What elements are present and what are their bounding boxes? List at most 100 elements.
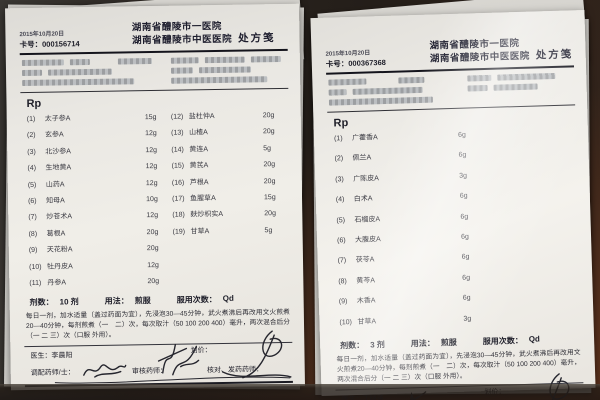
- medicine-number: (16): [171, 179, 185, 187]
- redacted-field: [117, 58, 152, 65]
- medicine-dose: 20g: [264, 210, 277, 218]
- medicine-name: 佩兰A: [352, 154, 372, 163]
- medicine-name: 广陈皮A: [353, 174, 380, 183]
- medicine-row: (4) 白术A 6g: [336, 190, 486, 204]
- medicine-dose: 6g: [460, 213, 469, 221]
- medicine-row: (3) 北沙参A 12g: [27, 145, 171, 157]
- redacted-field: [251, 55, 282, 63]
- medicine-dose: 6g: [462, 294, 471, 302]
- medicine-row: (9) 天花粉A 20g: [29, 243, 173, 255]
- usage-value: 煎服: [134, 296, 151, 306]
- medicine-row: (11) 丹参A 20g: [29, 276, 173, 288]
- redacted-field: [47, 68, 113, 76]
- card-number: 卡号：000367368: [326, 57, 430, 70]
- medicine-row: (1) 太子参A 15g: [27, 112, 171, 124]
- medicine-name: 麸炒枳实A: [190, 211, 224, 219]
- redacted-field: [496, 72, 555, 81]
- medicine-list-col1: (1) 太子参A 15g (2) 玄参A 12g (3) 北沙参A 12g (4…: [27, 112, 174, 295]
- medicine-dose: 12g: [145, 163, 158, 171]
- medicine-number: (13): [171, 129, 184, 138]
- medicine-number: (11): [29, 279, 42, 287]
- medicine-dose: 6g: [459, 192, 468, 200]
- medicine-number: (5): [27, 181, 37, 189]
- medicine-number: (18): [172, 211, 185, 220]
- medicine-dose: 12g: [145, 130, 157, 138]
- medicine-dose: 10g: [146, 195, 158, 204]
- medicine-number: (10): [29, 263, 42, 271]
- redacted-field: [171, 67, 194, 74]
- medicine-row: (1) 广藿香A 6g: [334, 129, 484, 143]
- medicine-number: (19): [172, 228, 186, 236]
- medicine-dose: 20g: [147, 277, 160, 286]
- medicine-list-col2: (12) 盐杜仲A 20g (13) 山楂A 20g (14) 黄连A 5g (…: [171, 110, 292, 292]
- decoction-instructions: 每日一剂，加水适量（盖过药面为宜），先浸泡30—45分钟，武火煮沸后再改用文火煎…: [23, 308, 293, 348]
- card-number-value: 000156714: [42, 39, 80, 49]
- medicine-row: (2) 佩兰A 6g: [334, 149, 484, 163]
- redacted-field: [398, 76, 425, 84]
- redacted-field: [205, 56, 246, 64]
- patient-info-redacted: [326, 67, 576, 113]
- medicine-dose: 12g: [146, 212, 159, 220]
- doctor-name: 李晨阳: [51, 352, 73, 361]
- redacted-field: [21, 69, 43, 77]
- medicine-name: 木香A: [356, 297, 376, 306]
- redacted-field: [69, 58, 90, 66]
- redacted-field: [22, 78, 135, 87]
- table-edge: [0, 384, 600, 400]
- medicine-row: (13) 山楂A 20g: [171, 126, 289, 138]
- medicine-name: 黄芪A: [189, 162, 209, 170]
- medicine-dose: 15g: [144, 113, 157, 122]
- medicine-name: 生地黄A: [45, 164, 72, 172]
- medicine-dose: 5g: [264, 226, 273, 235]
- medicine-name: 甘草A: [357, 317, 377, 326]
- medicine-dose: 20g: [262, 112, 275, 120]
- card-number: 卡号：000156714: [20, 39, 133, 51]
- prescription-right: 2015年10月20日 卡号：000367368 湖南省醴陵市一医院 湖南省醴陵…: [310, 10, 596, 400]
- medicine-name: 芦根A: [189, 178, 209, 186]
- medicine-dose: 20g: [146, 228, 159, 236]
- medicine-name: 炒苍术A: [46, 213, 73, 222]
- hospital-name-2: 湖南省醴陵市中医医院 处方笺: [132, 32, 276, 47]
- medicine-dose: 20g: [146, 245, 159, 253]
- medicine-name: 茯苓A: [355, 256, 375, 265]
- medicine-name: 玄参A: [44, 131, 64, 140]
- medicine-number: (5): [336, 216, 346, 225]
- medicine-name: 牡丹皮A: [47, 262, 73, 271]
- medicine-row: (10) 牡丹皮A 12g: [29, 259, 173, 271]
- medicine-number: (14): [171, 146, 184, 154]
- medicine-dose: 6g: [461, 253, 470, 262]
- dispenser-label: 调配药师/士：: [30, 369, 75, 378]
- card-number-label: 卡号：: [19, 39, 43, 50]
- medicine-name: 北沙参A: [45, 148, 72, 156]
- dispenser-signature: [83, 364, 127, 379]
- frequency-label: 服用次数：: [176, 295, 217, 305]
- redacted-field: [21, 59, 64, 67]
- medicine-number: (2): [26, 132, 36, 140]
- medicine-row: (10) 甘草A 3g: [339, 312, 489, 326]
- medicine-row: (16) 芦根A 20g: [172, 175, 290, 187]
- redacted-field: [171, 57, 200, 64]
- redacted-field: [352, 86, 423, 95]
- medicine-dose: 3g: [459, 172, 468, 180]
- medicine-name: 山楂A: [189, 129, 208, 137]
- medicine-name: 黄连A: [189, 145, 209, 154]
- reviewer-label: 审核药师：: [131, 368, 167, 376]
- medicine-number: (9): [338, 298, 348, 306]
- card-number-value: 000367368: [348, 58, 386, 69]
- patient-info-redacted: [19, 50, 289, 94]
- medicine-name: 大腹皮A: [354, 236, 381, 244]
- prescription-header: 2015年10月20日 卡号：000156714 湖南省醴陵市一医院 湖南省醴陵…: [19, 19, 288, 56]
- doctor-line: 医生：李晨阳: [30, 352, 73, 361]
- medicine-row: (17) 鱼腥草A 15g: [172, 192, 290, 204]
- medicine-name: 天花粉A: [46, 246, 73, 254]
- medicine-row: (7) 茯苓A 6g: [338, 251, 488, 265]
- medicine-number: (7): [337, 257, 347, 265]
- medicine-number: (15): [171, 162, 185, 170]
- redacted-field: [199, 66, 252, 74]
- signature-area: 医生：李晨阳 划价： 调配药师/士： 审核药师： 核对、发药药师：: [24, 330, 293, 384]
- checker-label: 核对、发药药师：: [206, 366, 264, 375]
- dose-count-label: 剂数：: [29, 297, 54, 308]
- pricing-label: 划价：: [190, 347, 212, 355]
- medicine-number: (2): [334, 155, 344, 163]
- medicine-dose: 20g: [263, 177, 276, 185]
